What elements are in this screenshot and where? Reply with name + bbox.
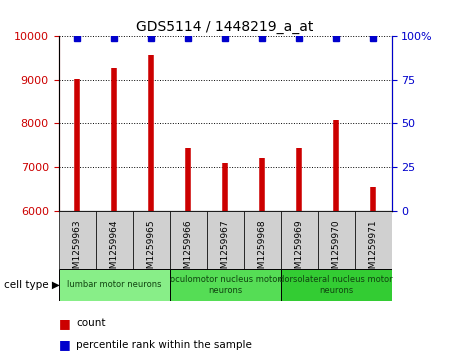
Bar <box>355 211 392 269</box>
Text: lumbar motor neurons: lumbar motor neurons <box>67 281 161 289</box>
Text: GSM1259971: GSM1259971 <box>369 219 378 280</box>
Text: GSM1259963: GSM1259963 <box>72 219 81 280</box>
Bar <box>58 211 95 269</box>
Text: GSM1259967: GSM1259967 <box>220 219 230 280</box>
Text: GSM1259970: GSM1259970 <box>332 219 341 280</box>
Bar <box>170 211 207 269</box>
Bar <box>280 211 318 269</box>
Text: GSM1259968: GSM1259968 <box>257 219 266 280</box>
Bar <box>58 269 170 301</box>
Text: ■: ■ <box>58 317 70 330</box>
Text: ■: ■ <box>58 338 70 351</box>
Text: oculomotor nucleus motor
neurons: oculomotor nucleus motor neurons <box>170 275 280 295</box>
Text: GSM1259965: GSM1259965 <box>147 219 156 280</box>
Bar <box>132 211 170 269</box>
Bar <box>318 211 355 269</box>
Bar <box>170 269 280 301</box>
Text: dorsolateral nucleus motor
neurons: dorsolateral nucleus motor neurons <box>279 275 393 295</box>
Text: cell type ▶: cell type ▶ <box>4 280 60 290</box>
Text: GSM1259964: GSM1259964 <box>109 219 118 280</box>
Text: count: count <box>76 318 106 328</box>
Text: GSM1259969: GSM1259969 <box>294 219 303 280</box>
Text: GSM1259966: GSM1259966 <box>184 219 193 280</box>
Bar <box>207 211 243 269</box>
Bar <box>95 211 132 269</box>
Title: GDS5114 / 1448219_a_at: GDS5114 / 1448219_a_at <box>136 20 314 34</box>
Bar <box>280 269 392 301</box>
Text: percentile rank within the sample: percentile rank within the sample <box>76 340 252 350</box>
Bar <box>243 211 280 269</box>
